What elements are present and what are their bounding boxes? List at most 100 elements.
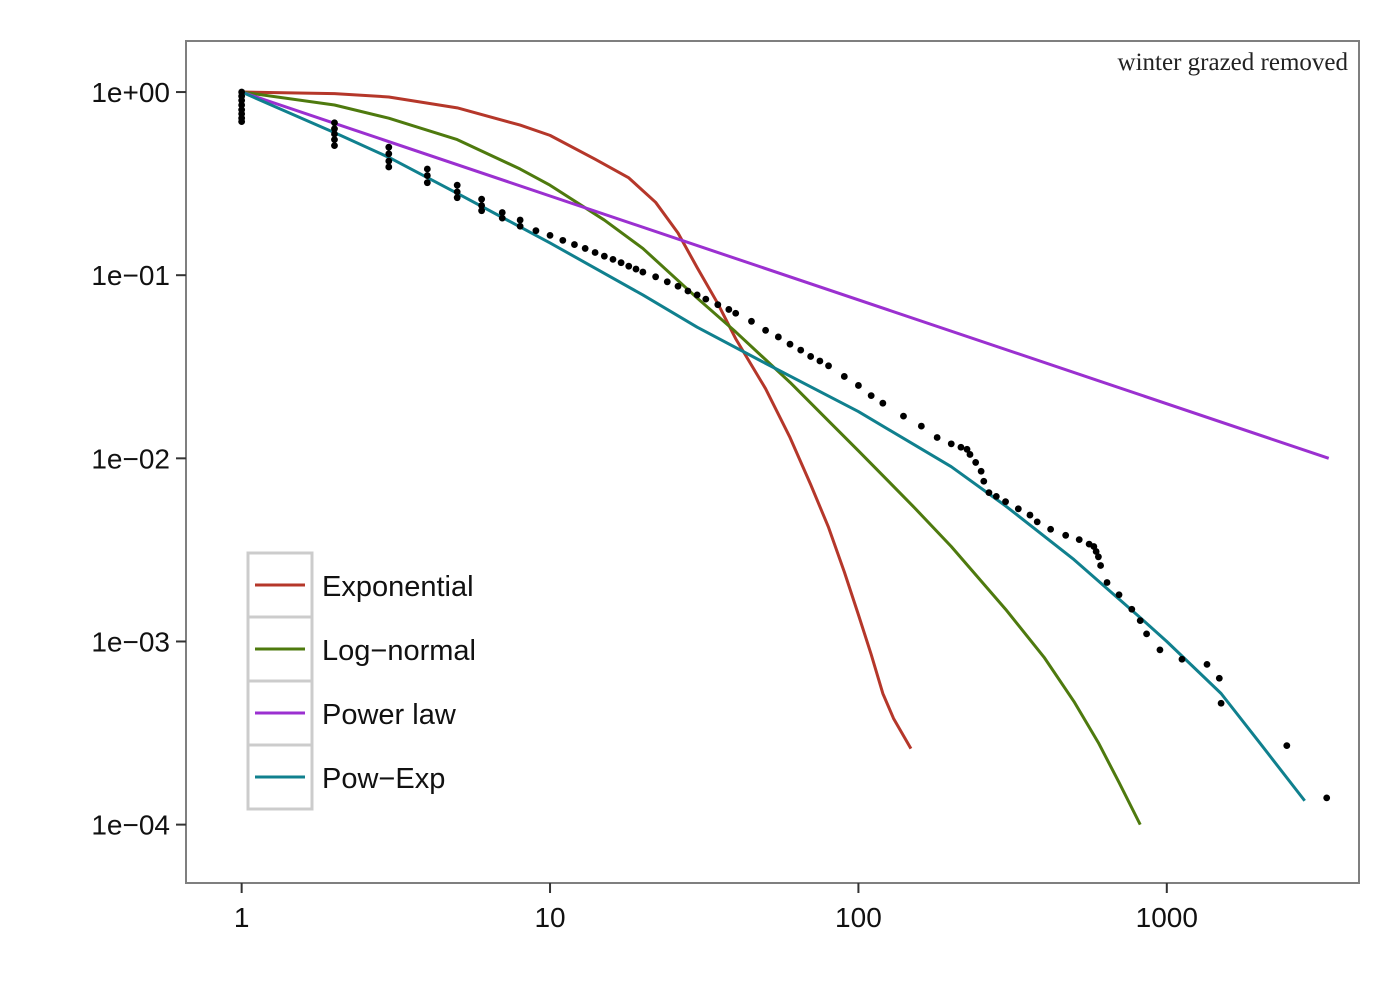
observed-point xyxy=(797,346,805,354)
observed-point xyxy=(1217,699,1225,707)
observed-point xyxy=(714,301,722,309)
observed-point xyxy=(807,353,815,360)
observed-point xyxy=(625,262,633,270)
observed-points xyxy=(238,88,1331,802)
observed-point xyxy=(385,143,393,151)
y-tick-label: 1e−03 xyxy=(91,626,170,657)
observed-point xyxy=(693,291,701,299)
y-tick-label: 1e−04 xyxy=(91,810,170,841)
observed-point xyxy=(385,157,393,165)
observed-point xyxy=(546,231,554,239)
observed-point xyxy=(1033,518,1041,526)
observed-point xyxy=(385,163,393,171)
observed-point xyxy=(1026,511,1034,519)
observed-point xyxy=(498,209,506,216)
observed-point xyxy=(786,340,794,348)
legend-label: Pow−Exp xyxy=(322,763,445,795)
observed-point xyxy=(816,357,824,365)
observed-point xyxy=(600,252,608,260)
observed-point xyxy=(774,333,782,341)
observed-point xyxy=(498,214,506,222)
legend: Exponential Log−normal Power law Pow−Exp xyxy=(246,551,476,811)
series-line-log-normal xyxy=(241,90,1142,826)
observed-point xyxy=(652,273,660,281)
observed-point xyxy=(423,172,431,179)
observed-point xyxy=(1143,630,1150,638)
observed-point xyxy=(748,317,755,325)
observed-point xyxy=(933,434,941,441)
plot-panel xyxy=(185,40,1360,884)
legend-item: Log−normal xyxy=(246,615,476,683)
observed-point xyxy=(1092,548,1100,555)
observed-point xyxy=(639,268,647,276)
observed-point xyxy=(581,245,589,252)
observed-point xyxy=(825,362,832,370)
observed-point xyxy=(453,194,461,202)
observed-point xyxy=(331,136,338,144)
observed-point xyxy=(972,459,980,466)
observed-point xyxy=(331,130,338,138)
x-tick-label: 10 xyxy=(534,902,565,933)
legend-item: Pow−Exp xyxy=(246,743,445,811)
observed-point xyxy=(1062,531,1070,539)
observed-point xyxy=(1115,591,1123,599)
observed-point xyxy=(684,287,692,295)
observed-point xyxy=(423,179,431,187)
observed-point xyxy=(977,467,985,475)
observed-point xyxy=(331,125,338,133)
observed-point xyxy=(762,326,769,334)
observed-point xyxy=(840,373,848,380)
observed-point xyxy=(879,399,887,407)
legend-label: Exponential xyxy=(322,571,474,603)
y-tick-label: 1e+00 xyxy=(91,77,170,108)
y-tick-label: 1e−01 xyxy=(91,260,170,291)
observed-point xyxy=(609,255,617,263)
observed-point xyxy=(478,207,486,215)
observed-point xyxy=(900,412,907,420)
observed-point xyxy=(453,181,461,189)
series-line-pow-exp xyxy=(241,90,1306,802)
observed-point xyxy=(238,101,246,109)
observed-point xyxy=(1002,498,1009,506)
x-tick-label: 100 xyxy=(835,902,882,933)
observed-point xyxy=(478,202,486,209)
observed-point xyxy=(559,236,567,244)
observed-point xyxy=(732,309,740,317)
series-lines xyxy=(241,90,1330,826)
observed-point xyxy=(238,118,246,125)
observed-point xyxy=(1323,794,1331,802)
axes: 1e+00 1e−01 1e−02 1e−03 1e−04 1 10 100 1000 xyxy=(91,77,1198,933)
observed-point xyxy=(1047,525,1055,533)
observed-point xyxy=(867,392,875,400)
observed-point xyxy=(702,295,710,303)
observed-point xyxy=(1075,536,1083,543)
observed-point xyxy=(1094,553,1102,561)
observed-point xyxy=(1215,674,1223,682)
observed-point xyxy=(478,195,486,203)
observed-point xyxy=(963,445,971,453)
observed-point xyxy=(1178,655,1186,663)
observed-point xyxy=(1014,505,1022,513)
observed-point xyxy=(663,278,671,286)
observed-point xyxy=(980,477,988,485)
x-tick-label: 1 xyxy=(234,902,250,933)
observed-point xyxy=(725,306,733,313)
observed-point xyxy=(1097,562,1104,569)
observed-point xyxy=(1283,742,1291,750)
observed-point xyxy=(453,188,461,196)
observed-point xyxy=(331,142,338,150)
observed-point xyxy=(1136,617,1144,625)
observed-point xyxy=(1128,605,1136,613)
observed-point xyxy=(532,227,540,235)
observed-point xyxy=(985,489,993,496)
y-tick-label: 1e−02 xyxy=(91,443,170,474)
observed-point xyxy=(966,451,974,458)
legend-item: Exponential xyxy=(246,551,474,619)
observed-point xyxy=(917,422,925,430)
observed-point xyxy=(947,440,955,448)
observed-point xyxy=(331,119,338,127)
observed-point xyxy=(591,249,599,256)
observed-point xyxy=(632,265,640,273)
observed-point xyxy=(674,282,682,290)
